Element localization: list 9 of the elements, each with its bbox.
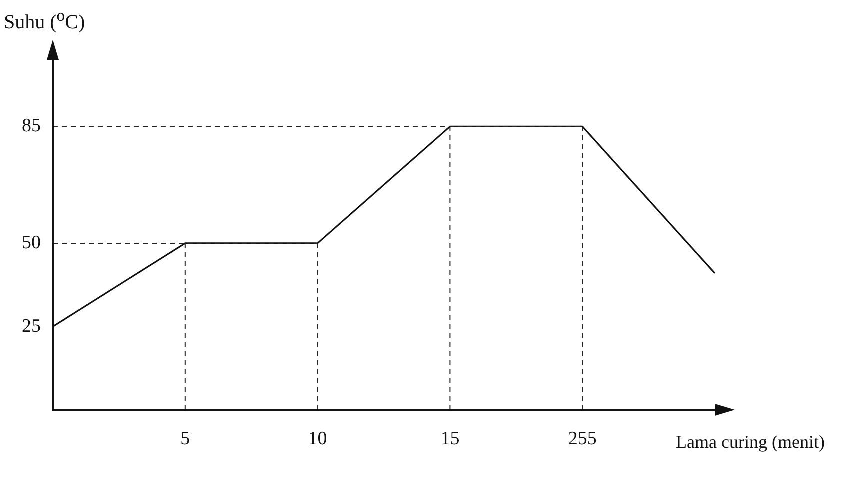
x-tick-label: 15 (440, 428, 460, 450)
x-tick-label: 10 (308, 428, 328, 450)
y-tick-label: 50 (22, 232, 41, 254)
x-tick-label: 5 (180, 428, 190, 450)
y-axis-title: Suhu ($^{o}$C) (4, 6, 86, 35)
y-tick-label: 25 (22, 316, 41, 337)
x-axis-title: Lama curing (menit) (676, 432, 825, 453)
x-tick-label: 255 (568, 428, 597, 450)
y-tick-label: 85 (22, 116, 41, 137)
